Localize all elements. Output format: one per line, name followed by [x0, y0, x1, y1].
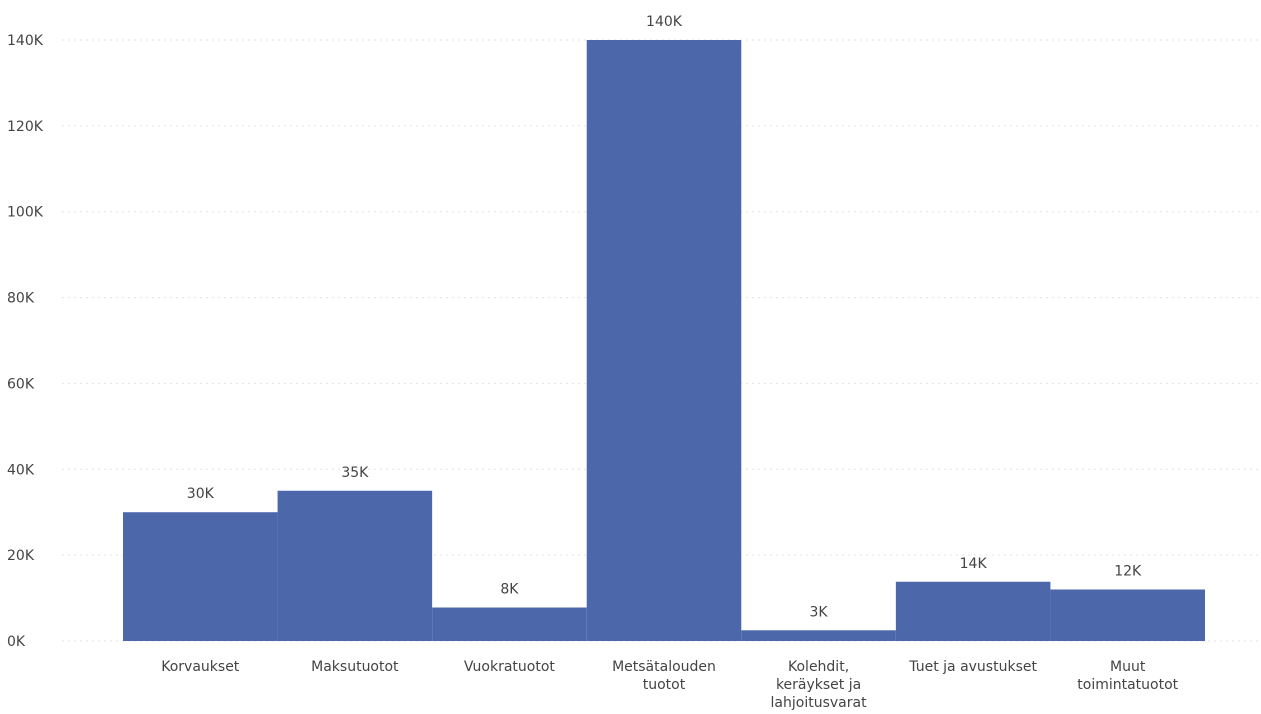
y-tick-label: 0K — [7, 634, 26, 650]
bar[interactable] — [741, 630, 896, 641]
bar-data-label: 30K — [187, 486, 215, 502]
bar-data-label: 14K — [960, 556, 988, 572]
x-category-label: Metsätalouden tuotot — [612, 659, 716, 693]
x-category-label-line: keräykset ja — [776, 677, 861, 693]
bar-data-label: 8K — [500, 582, 519, 598]
x-category-label: Muut toimintatuotot — [1077, 659, 1178, 693]
bar-data-label: 12K — [1114, 563, 1142, 579]
y-tick-label: 40K — [7, 462, 35, 478]
x-category-label-line: Tuet ja avustukset — [908, 659, 1037, 675]
y-tick-label: 140K — [7, 33, 44, 49]
y-tick-label: 80K — [7, 291, 35, 307]
x-axis-category-labels: Korvaukset Maksutuotot Vuokratuotot Metsäta… — [161, 659, 1178, 711]
bar-data-label: 35K — [341, 465, 369, 481]
bar[interactable] — [1050, 589, 1205, 641]
x-category-label-line: Korvaukset — [161, 659, 240, 675]
bar[interactable] — [895, 581, 1051, 641]
x-category-label-line: lahjoitusvarat — [771, 695, 868, 711]
x-category-label-line: Maksutuotot — [311, 659, 399, 675]
x-category-label-line: toimintatuotot — [1077, 677, 1178, 693]
x-category-label-line: Kolehdit, — [788, 659, 849, 675]
y-tick-label: 100K — [7, 205, 44, 221]
bar[interactable] — [277, 490, 433, 641]
data-labels: 30K 35K 8K 140K 3K 14K 12K — [187, 14, 1142, 620]
y-tick-label: 60K — [7, 376, 35, 392]
x-category-label-line: Metsätalouden — [612, 659, 716, 675]
x-category-label: Kolehdit, keräykset ja lahjoitusvarat — [771, 659, 868, 711]
bar[interactable] — [123, 512, 278, 641]
x-category-label-line: tuotot — [643, 677, 686, 693]
y-tick-label: 20K — [7, 548, 35, 564]
x-category-label: Vuokratuotot — [464, 659, 555, 675]
x-category-label-line: Muut — [1110, 659, 1146, 675]
bars — [123, 40, 1205, 641]
x-category-label-line: Vuokratuotot — [464, 659, 555, 675]
bar-data-label: 140K — [646, 14, 683, 30]
x-category-label: Maksutuotot — [311, 659, 399, 675]
bar[interactable] — [586, 40, 742, 641]
x-category-label: Tuet ja avustukset — [908, 659, 1037, 675]
x-category-label: Korvaukset — [161, 659, 240, 675]
y-axis-tick-labels: 0K 20K 40K 60K 80K 100K 120K 140K — [7, 33, 44, 650]
bar-data-label: 3K — [810, 604, 829, 620]
y-tick-label: 120K — [7, 119, 44, 135]
bar[interactable] — [432, 607, 587, 641]
